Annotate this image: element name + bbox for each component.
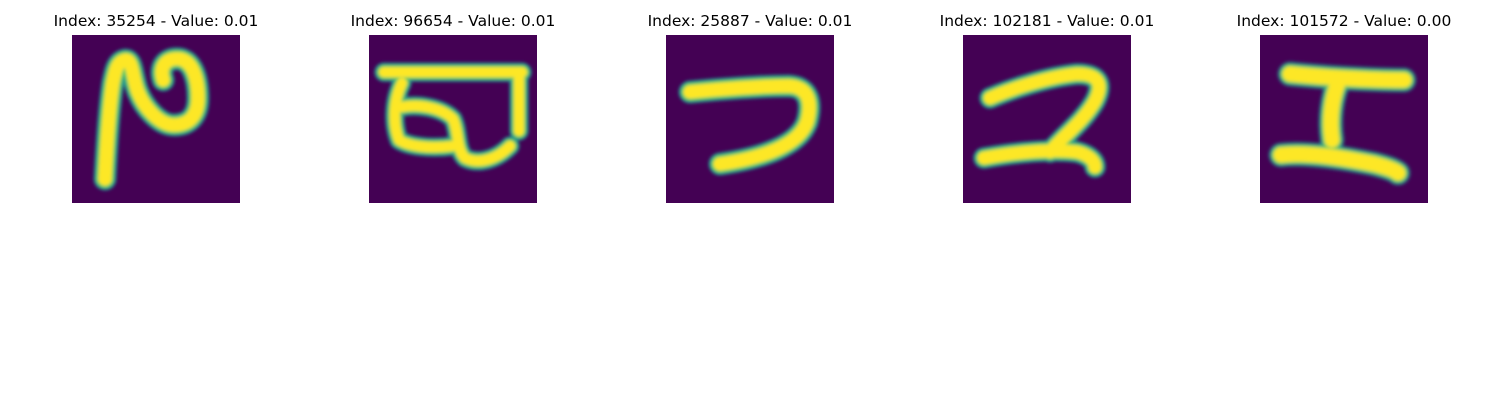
glyph-image-5 — [1260, 35, 1428, 203]
panel-title-4: Index: 102181 - Value: 0.01 — [939, 12, 1155, 30]
panel-title-1: Index: 35254 - Value: 0.01 — [53, 12, 259, 30]
stroke-core — [683, 79, 816, 171]
stroke-core — [1273, 66, 1412, 181]
stroke-core — [378, 67, 528, 166]
glyph-image-1 — [72, 35, 240, 203]
stroke-core — [98, 52, 205, 186]
panel-title-2: Index: 96654 - Value: 0.01 — [350, 12, 556, 30]
glyph-image-4 — [963, 35, 1131, 203]
glyph-image-2 — [369, 35, 537, 203]
image-background — [963, 35, 1131, 203]
panel-title-3: Index: 25887 - Value: 0.01 — [647, 12, 853, 30]
stroke-core — [977, 67, 1106, 174]
glyph-image-3 — [666, 35, 834, 203]
panel-title-5: Index: 101572 - Value: 0.00 — [1236, 12, 1452, 30]
